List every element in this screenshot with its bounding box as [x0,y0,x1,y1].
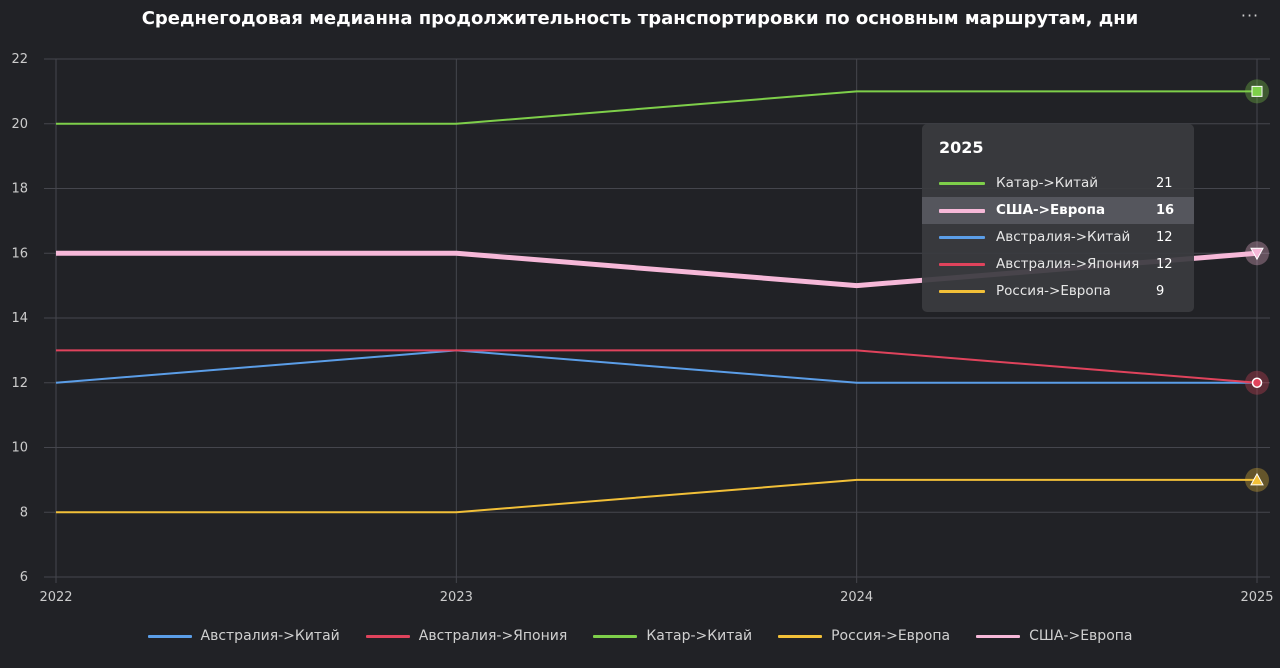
legend-label: Катар->Китай [646,628,753,644]
legend: Австралия->Китай Австралия->Япония Катар->… [0,624,1280,648]
tooltip-title: 2025 [939,138,984,157]
x-tick-label: 2022 [39,590,72,605]
legend-item[interactable]: Австралия->Китай [147,624,340,648]
tooltip-value: 9 [1156,284,1165,299]
series-marker-2[interactable] [1245,79,1269,104]
circle-marker [1251,377,1263,388]
legend-swatch [593,634,638,638]
y-tick-label: 16 [11,246,28,261]
tooltip: 2025 Катар->Китай 21 США->Европа 16 Австрали… [922,124,1194,312]
tooltip-row: Австралия->Япония 12 [922,251,1194,278]
tooltip-row: США->Европа 16 [922,197,1194,224]
legend-label: Россия->Европа [831,628,951,644]
series-marker-3[interactable] [1245,467,1269,492]
tooltip-series-name: Россия->Европа [996,283,1111,299]
y-tick-label: 8 [20,505,28,520]
series-line-3[interactable] [56,478,1257,514]
y-tick-label: 22 [11,52,28,67]
tooltip-row: Катар->Китай 21 [922,170,1194,197]
tooltip-series-name: Австралия->Япония [996,256,1140,272]
tooltip-series-name: Австралия->Китай [996,229,1131,245]
tooltip-value: 12 [1156,230,1173,245]
tooltip-swatch [939,290,985,293]
tooltip-swatch [939,263,985,266]
tooltip-series-name: США->Европа [996,202,1106,218]
series-line-1[interactable] [56,349,1258,384]
legend-swatch [365,634,410,638]
series-line-2[interactable] [56,90,1257,125]
legend-item[interactable]: Австралия->Япония [365,624,568,648]
x-tick-label: 2023 [440,590,473,605]
triangle-down-marker [1250,247,1264,261]
tooltip-swatch [939,182,985,185]
legend-label: США->Европа [1029,628,1133,644]
legend-swatch [976,634,1021,638]
tooltip-value: 16 [1156,203,1175,218]
series-marker-4[interactable] [1245,241,1269,266]
tooltip-row: Россия->Европа 9 [922,278,1194,305]
chart-menu-button[interactable]: ··· [1240,6,1260,25]
legend-swatch [778,634,823,638]
chart-title: Среднегодовая медианна продолжительность… [141,8,1139,29]
y-tick-label: 12 [11,376,28,391]
y-tick-label: 10 [11,441,28,456]
legend-swatch [147,634,192,638]
y-tick-label: 20 [11,117,28,132]
legend-item[interactable]: Россия->Европа [778,624,950,648]
x-tick-label: 2024 [840,590,873,605]
legend-label: Австралия->Япония [418,628,568,644]
tooltip-swatch [939,209,985,213]
legend-item[interactable]: Катар->Китай [593,624,752,648]
tooltip-series-name: Катар->Китай [996,175,1099,191]
triangle-up-marker [1250,472,1264,486]
tooltip-value: 12 [1156,257,1173,272]
series-line-0[interactable] [55,349,1257,384]
y-tick-label: 6 [20,570,28,585]
series-markers [1245,79,1269,492]
tooltip-row: Австралия->Китай 12 [922,224,1194,251]
y-tick-label: 14 [11,311,28,326]
tooltip-value: 21 [1156,176,1173,191]
x-tick-label: 2025 [1240,590,1273,605]
legend-label: Австралия->Китай [200,628,340,644]
square-marker [1251,85,1263,97]
y-tick-label: 18 [11,182,28,197]
series-marker-1[interactable] [1245,370,1269,395]
legend-item[interactable]: США->Европа [976,624,1133,648]
tooltip-swatch [939,236,985,239]
